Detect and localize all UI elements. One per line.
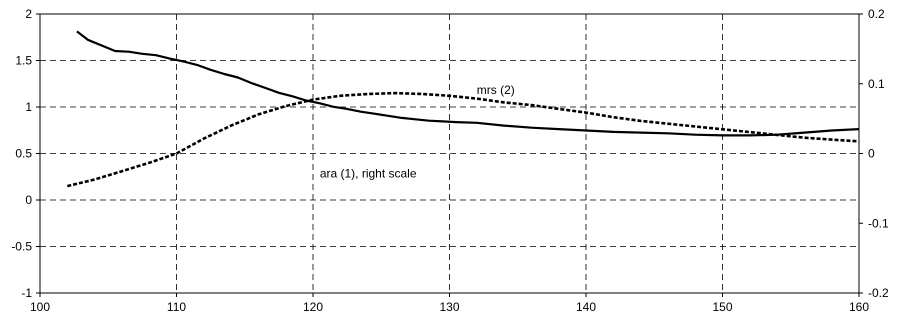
y-left-tick-label: 2: [25, 7, 32, 21]
y-right-tick-label: 0.2: [868, 7, 885, 21]
x-tick-label: 140: [576, 300, 596, 314]
y-right-tick-label: -0.1: [868, 216, 889, 230]
x-tick-label: 120: [303, 300, 323, 314]
y-left-tick-label: -1: [21, 286, 32, 300]
y-right-tick-label: 0.1: [868, 77, 885, 91]
x-tick-label: 150: [712, 300, 732, 314]
y-left-tick-label: 1: [25, 100, 32, 114]
series-layer: [66, 30, 860, 188]
grid-layer: [40, 14, 859, 293]
x-tick-label: 160: [849, 300, 869, 314]
series-line-mrs-2: [66, 91, 860, 188]
y-left-tick-label: 0.5: [15, 147, 32, 161]
tick-layer: 100 110 120 130 140 150 160 -1 -0.5 0 0.5 1 1.5 2 -0.2…: [11, 7, 889, 314]
y-left-tick-label: 1.5: [15, 54, 32, 68]
annotation-layer: mrs (2) ara (1), right scale: [320, 83, 515, 181]
x-tick-label: 130: [439, 300, 459, 314]
series-annotation: mrs (2): [477, 83, 515, 97]
y-left-tick-label: -0.5: [11, 240, 32, 254]
series-annotation: ara (1), right scale: [320, 167, 417, 181]
y-left-tick-label: 0: [25, 193, 32, 207]
x-tick-label: 100: [30, 300, 50, 314]
series-line-ara-1-right-scale: [76, 30, 860, 137]
x-tick-label: 110: [167, 300, 186, 314]
y-right-tick-label: -0.2: [868, 286, 889, 300]
y-right-tick-label: 0: [868, 147, 875, 161]
